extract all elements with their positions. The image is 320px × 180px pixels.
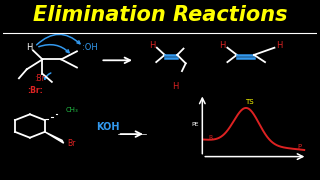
Text: :Br:: :Br: [27, 86, 43, 94]
Text: :Br: :Br [34, 74, 45, 83]
Text: H: H [276, 41, 282, 50]
Polygon shape [45, 132, 64, 143]
Text: Br: Br [68, 139, 76, 148]
FancyArrowPatch shape [36, 34, 80, 45]
FancyArrowPatch shape [39, 45, 69, 53]
Text: H: H [220, 41, 226, 50]
Text: KOH: KOH [97, 122, 120, 132]
Text: :OH: :OH [82, 43, 97, 52]
Text: CH₃: CH₃ [65, 107, 78, 113]
Text: Elimination Reactions: Elimination Reactions [33, 5, 287, 25]
Text: PE: PE [192, 122, 199, 127]
FancyArrowPatch shape [44, 73, 51, 79]
Text: H: H [26, 43, 32, 52]
Text: H: H [149, 41, 155, 50]
Text: R: R [208, 135, 212, 140]
Text: P: P [298, 144, 301, 150]
Text: H: H [172, 82, 178, 91]
Text: TS: TS [245, 99, 254, 105]
